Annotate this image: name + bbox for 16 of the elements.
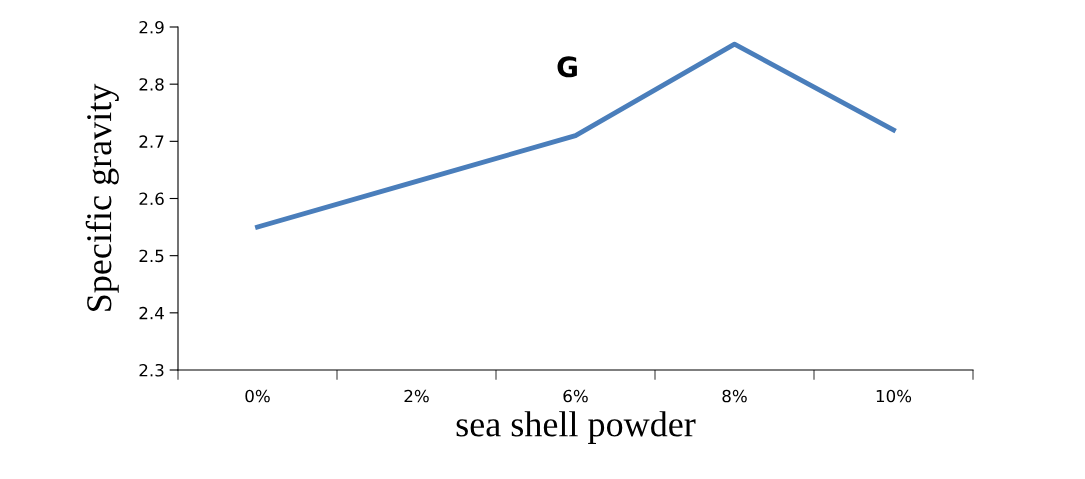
x-tick-label: 2% [404, 389, 429, 403]
x-tick-label: 8% [722, 389, 747, 403]
y-axis-title: Specific gravity [85, 83, 119, 311]
y-tick-label: 2.7 [139, 135, 164, 148]
y-tick-label: 2.6 [139, 192, 164, 206]
y-tick-label: 2.4 [139, 306, 164, 320]
y-tick-label: 2.3 [139, 363, 164, 377]
y-tick-label: 2.5 [139, 249, 164, 263]
x-axis-title: sea shell powder [456, 411, 696, 444]
y-tick-label: 2.9 [139, 20, 164, 34]
y-tick-label: 2.8 [139, 78, 164, 91]
line-series [255, 41, 896, 230]
text: G [557, 56, 577, 78]
x-tick-label: 0% [245, 389, 270, 403]
x-tick-label: 10% [876, 389, 912, 403]
x-tick-label: 6% [563, 389, 588, 403]
